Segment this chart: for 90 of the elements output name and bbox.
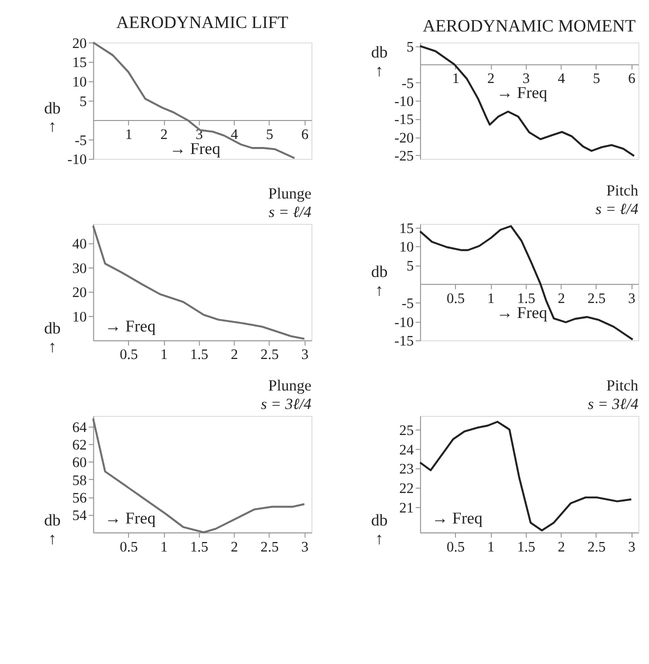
- y-axis-title: db ↑: [44, 98, 61, 136]
- y-axis-title: db ↑: [44, 318, 61, 356]
- x-tick-label: 3: [301, 539, 308, 556]
- x-tick-label: 2: [230, 539, 238, 556]
- x-tick-label: 0.5: [120, 347, 138, 364]
- x-tick-label: 5: [266, 126, 274, 143]
- x-tick-label: 3: [628, 290, 636, 307]
- chart-subtitle: s = 3ℓ/4: [260, 396, 312, 414]
- x-tick-label: 0.5: [120, 539, 138, 556]
- line-series: [419, 225, 634, 340]
- x-tick-label: 4: [558, 71, 566, 88]
- y-tick-label: 54: [72, 508, 88, 524]
- x-tick-label: 1.5: [517, 539, 536, 556]
- x-tick-label: 1.5: [190, 539, 208, 556]
- y-tick-label: 23: [399, 462, 414, 478]
- y-tick-label: 15: [399, 220, 414, 237]
- y-tick-label: 20: [72, 285, 87, 302]
- x-tick-label: 2: [230, 347, 238, 364]
- y-tick-label: -10: [67, 152, 87, 168]
- y-axis-title: db ↑: [371, 510, 388, 548]
- x-tick-label: 2: [558, 539, 566, 556]
- chart-subtitle: s = ℓ/4: [268, 204, 312, 222]
- x-tick-label: 1: [160, 539, 168, 556]
- chart-title: Pitch: [606, 378, 639, 395]
- x-axis-title: → Freq: [432, 508, 483, 528]
- y-tick-label: 56: [72, 490, 87, 506]
- y-tick-label: 64: [72, 420, 88, 436]
- y-tick-label: -25: [394, 148, 414, 165]
- x-tick-label: 2.5: [260, 347, 279, 364]
- y-tick-label: 40: [72, 236, 87, 253]
- y-tick-label: 24: [399, 442, 414, 458]
- x-tick-label: 2: [558, 290, 566, 307]
- x-axis-title: → Freq: [104, 508, 156, 528]
- x-tick-label: 0.5: [446, 290, 465, 307]
- y-tick-label: 10: [72, 309, 87, 326]
- y-tick-label: 5: [406, 258, 414, 274]
- chart-subtitle: s = ℓ/4: [596, 201, 639, 218]
- x-tick-label: 2: [160, 126, 168, 143]
- y-tick-label: -5: [402, 76, 414, 92]
- x-tick-label: 2: [487, 71, 495, 88]
- chart-subtitle: s = 3ℓ/4: [588, 396, 639, 414]
- y-tick-label: 30: [72, 260, 87, 277]
- y-tick-label: -10: [394, 314, 414, 331]
- y-tick-label: -5: [74, 132, 87, 149]
- chart-title: AERODYNAMIC MOMENT: [422, 16, 636, 36]
- line-series: [419, 420, 632, 532]
- x-tick-label: 1: [125, 126, 132, 143]
- x-tick-label: 2.5: [260, 539, 279, 556]
- y-tick-label: 62: [72, 437, 87, 454]
- y-tick-label: 58: [72, 472, 87, 489]
- chart-title: AERODYNAMIC LIFT: [116, 12, 289, 32]
- x-tick-label: 4: [230, 126, 239, 143]
- x-tick-label: 3: [628, 539, 636, 556]
- x-tick-label: 2.5: [587, 290, 606, 307]
- x-tick-label: 1: [487, 539, 495, 556]
- x-tick-label: 6: [301, 126, 308, 143]
- y-tick-label: 5: [80, 94, 87, 110]
- y-tick-label: 60: [72, 455, 87, 472]
- x-tick-label: 0.5: [446, 539, 465, 556]
- y-tick-label: -15: [394, 334, 414, 350]
- x-tick-label: 1: [160, 347, 168, 364]
- y-axis-title: db ↑: [371, 42, 388, 80]
- chart-title: Plunge: [268, 378, 312, 395]
- y-tick-label: -5: [402, 296, 414, 312]
- x-tick-label: 5: [592, 71, 600, 88]
- x-axis-title: → Freq: [170, 139, 220, 158]
- y-tick-label: 5: [406, 39, 414, 56]
- x-tick-label: 1: [452, 71, 460, 88]
- y-tick-label: 20: [72, 36, 87, 52]
- chart-title: Pitch: [606, 182, 639, 200]
- line-series: [92, 41, 296, 160]
- y-axis-title: db ↑: [44, 510, 61, 548]
- y-tick-label: -10: [394, 94, 414, 110]
- y-tick-label: 25: [399, 422, 414, 439]
- y-tick-label: 22: [399, 481, 414, 498]
- x-tick-label: 2.5: [587, 539, 606, 556]
- y-tick-label: 10: [399, 240, 414, 256]
- y-tick-label: -15: [394, 112, 414, 128]
- y-tick-label: -20: [394, 130, 414, 146]
- x-tick-label: 6: [628, 71, 636, 88]
- x-tick-label: 1: [487, 290, 495, 307]
- chart-title: Plunge: [268, 186, 312, 203]
- line-series: [419, 45, 636, 157]
- x-tick-label: 1.5: [190, 347, 208, 364]
- y-tick-label: 15: [72, 55, 87, 72]
- y-tick-label: 21: [399, 500, 414, 516]
- y-axis-title: db ↑: [371, 262, 388, 300]
- x-tick-label: 3: [301, 347, 308, 364]
- y-tick-label: 10: [72, 74, 87, 91]
- x-axis-title: → Freq: [104, 316, 156, 336]
